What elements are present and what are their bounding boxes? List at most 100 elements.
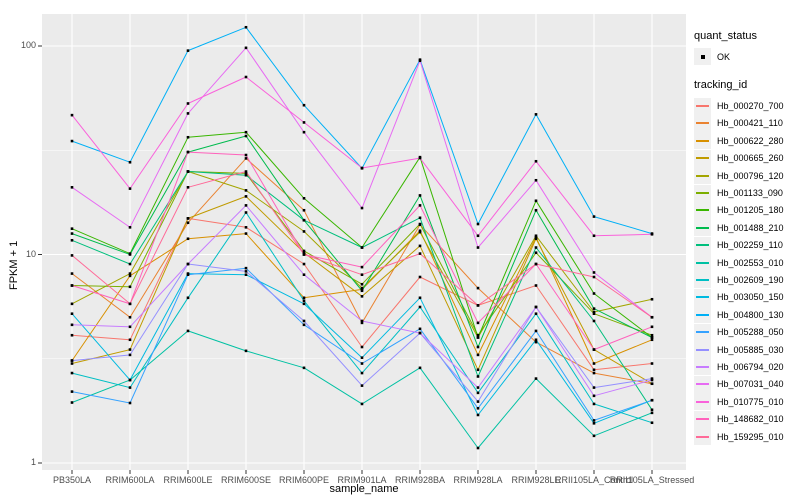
legend-item-label: Hb_159295_010 bbox=[717, 431, 784, 442]
legend-item-label: Hb_002553_010 bbox=[717, 257, 784, 268]
legend-item: Hb_000421_110 bbox=[694, 114, 800, 132]
legend-key-box bbox=[694, 393, 711, 411]
legend-key-box bbox=[694, 358, 711, 376]
series-color-swatch bbox=[696, 139, 709, 142]
series-color-swatch bbox=[696, 313, 709, 316]
series-color-swatch bbox=[696, 365, 709, 368]
legend-item-label: Hb_000622_280 bbox=[717, 135, 784, 146]
x-tick-label: PB350LA bbox=[52, 475, 92, 485]
legend-item: Hb_148682_010 bbox=[694, 410, 800, 428]
legend-item: Hb_007031_040 bbox=[694, 375, 800, 393]
series-color-swatch bbox=[696, 400, 709, 403]
x-tick-label: RRIM928BA bbox=[394, 475, 446, 485]
x-tick-label: RRIM928LA bbox=[453, 475, 503, 485]
series-color-swatch bbox=[696, 296, 709, 299]
legend-item-label: Hb_002259_110 bbox=[717, 240, 783, 251]
legend-entries: Hb_000270_700 Hb_000421_110 Hb_000622_280 H… bbox=[694, 97, 800, 445]
legend-item-label: Hb_148682_010 bbox=[717, 414, 784, 425]
x-tick-label: RRII105LA_Control bbox=[554, 475, 634, 485]
legend-key-box bbox=[694, 219, 711, 237]
legend-key-box bbox=[694, 114, 711, 132]
legend-key-box bbox=[694, 271, 711, 289]
legend: quant_status OK tracking_id Hb_000270_70… bbox=[694, 30, 800, 445]
series-color-swatch bbox=[696, 105, 709, 108]
x-tick-label: RRIM901LA bbox=[337, 475, 387, 485]
legend-item-label: Hb_000270_700 bbox=[717, 101, 784, 112]
legend-item: Hb_010775_010 bbox=[694, 393, 800, 411]
y-axis-title: FPKM + 1 bbox=[8, 240, 20, 290]
legend-key-box bbox=[694, 167, 711, 185]
legend-item: Hb_002553_010 bbox=[694, 254, 800, 272]
legend-key-box bbox=[694, 254, 711, 272]
legend-item-label: Hb_000796_120 bbox=[717, 170, 784, 181]
legend-item: Hb_001133_090 bbox=[694, 184, 800, 202]
series-color-swatch bbox=[696, 174, 709, 177]
legend-item: Hb_005288_050 bbox=[694, 323, 800, 341]
legend-key-box bbox=[694, 428, 711, 445]
x-tick-label: RRIM928LE bbox=[511, 475, 561, 485]
series-color-swatch bbox=[696, 209, 709, 212]
x-tick-label: RRIM600SE bbox=[220, 475, 272, 485]
legend-item: Hb_003050_150 bbox=[694, 288, 800, 306]
legend-item: Hb_001488_210 bbox=[694, 219, 800, 237]
legend-item-label: Hb_000665_260 bbox=[717, 153, 784, 164]
series-color-swatch bbox=[696, 383, 709, 386]
legend-item-label: Hb_001205_180 bbox=[717, 205, 784, 216]
series-color-swatch bbox=[696, 418, 709, 421]
x-tick-label: RRIM600PE bbox=[278, 475, 330, 485]
legend-key-box bbox=[694, 132, 711, 150]
legend-item: Hb_006794_020 bbox=[694, 358, 800, 376]
y-tick-label: 10 bbox=[25, 248, 36, 259]
series-color-swatch bbox=[696, 122, 709, 125]
series-color-swatch bbox=[696, 244, 709, 247]
legend-key-box bbox=[694, 184, 711, 202]
point-marker-icon bbox=[700, 54, 705, 59]
legend-tracking-block: tracking_id Hb_000270_700 Hb_000421_110 Hb… bbox=[694, 79, 800, 445]
legend-item: Hb_159295_010 bbox=[694, 428, 800, 445]
legend-key-box bbox=[694, 306, 711, 324]
legend-key-box bbox=[694, 201, 711, 219]
legend-title-quant-status: quant_status bbox=[694, 30, 757, 42]
legend-key-box bbox=[694, 97, 711, 115]
legend-key-box bbox=[694, 236, 711, 254]
legend-key-box bbox=[694, 288, 711, 306]
series-color-swatch bbox=[696, 278, 709, 281]
x-axis-title: sample_name bbox=[329, 483, 399, 495]
legend-item: Hb_004800_130 bbox=[694, 306, 800, 324]
legend-key-box bbox=[694, 48, 711, 66]
legend-item-label: Hb_001133_090 bbox=[717, 188, 783, 199]
series-color-swatch bbox=[696, 226, 709, 229]
series-color-swatch bbox=[696, 348, 709, 351]
legend-item-label: OK bbox=[717, 51, 731, 62]
legend-item-label: Hb_002609_190 bbox=[717, 274, 784, 285]
legend-item-label: Hb_004800_130 bbox=[717, 309, 784, 320]
legend-item-label: Hb_003050_150 bbox=[717, 292, 784, 303]
legend-item: Hb_000665_260 bbox=[694, 149, 800, 167]
legend-key-box bbox=[694, 341, 711, 359]
legend-item: Hb_000796_120 bbox=[694, 167, 800, 185]
y-tick-label: 100 bbox=[20, 40, 36, 50]
series-color-swatch bbox=[696, 331, 709, 334]
legend-item: Hb_001205_180 bbox=[694, 201, 800, 219]
series-color-swatch bbox=[696, 435, 709, 438]
x-tick-label: RRIM600LE bbox=[163, 475, 213, 485]
legend-item-label: Hb_001488_210 bbox=[717, 222, 784, 233]
legend-item: Hb_000270_700 bbox=[694, 97, 800, 115]
legend-key-box bbox=[694, 410, 711, 428]
legend-key-box bbox=[694, 323, 711, 341]
series-color-swatch bbox=[696, 192, 709, 195]
legend-item-label: Hb_005288_050 bbox=[717, 327, 784, 338]
x-tick-label: RRII105LA_Stressed bbox=[609, 475, 695, 485]
legend-item-ok: OK bbox=[694, 48, 800, 66]
legend-item: Hb_002609_190 bbox=[694, 271, 800, 289]
legend-item-label: Hb_005885_030 bbox=[717, 344, 784, 355]
series-color-swatch bbox=[696, 261, 709, 264]
legend-item-label: Hb_000421_110 bbox=[717, 118, 783, 129]
y-tick-label: 1 bbox=[30, 457, 36, 467]
legend-item-label: Hb_010775_010 bbox=[717, 396, 784, 407]
legend-item-label: Hb_007031_040 bbox=[717, 379, 784, 390]
legend-title-tracking-id: tracking_id bbox=[694, 79, 748, 92]
series-color-swatch bbox=[696, 157, 709, 160]
